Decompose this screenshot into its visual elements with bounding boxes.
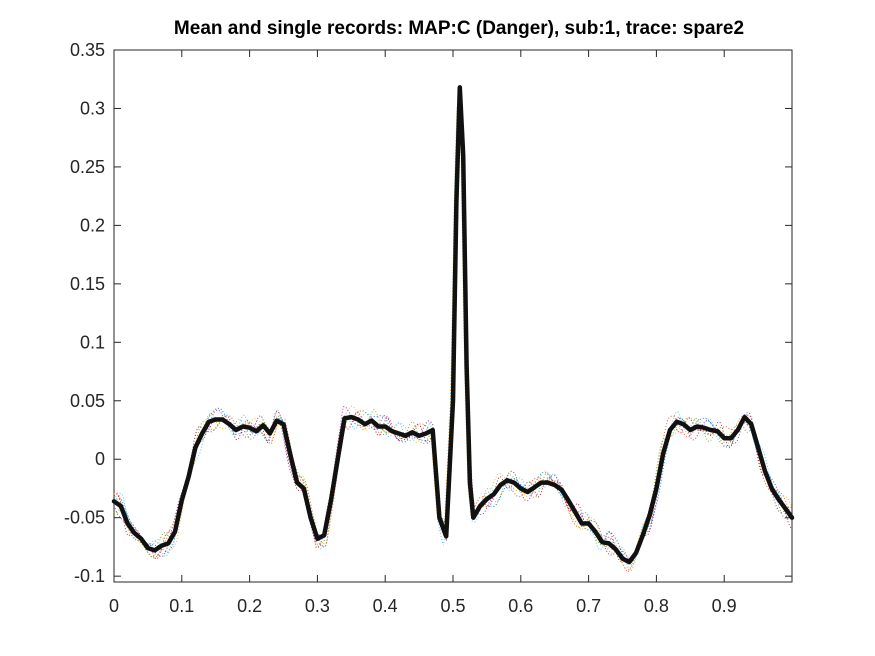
x-tick-label: 0.9: [712, 596, 737, 616]
y-axis: -0.1 -0.05 0 0.05 0.1 0.15 0.2 0.25 0.3 0.35: [64, 40, 792, 586]
single-record-trace: [113, 101, 793, 570]
y-tick-label: 0.3: [80, 98, 105, 118]
x-tick-label: 0.3: [305, 596, 330, 616]
mean-trace-layer: [111, 85, 795, 565]
x-tick-label: 0.6: [508, 596, 533, 616]
x-tick-label: 0.4: [373, 596, 398, 616]
y-tick-label: 0.35: [70, 40, 105, 60]
y-tick-label: 0: [95, 449, 105, 469]
x-tick-label: 0.5: [440, 596, 465, 616]
y-tick-label: 0.05: [70, 391, 105, 411]
y-tick-label: -0.1: [74, 566, 105, 586]
x-tick-label: 0: [109, 596, 119, 616]
y-tick-label: -0.05: [64, 508, 105, 528]
x-tick-label: 0.2: [237, 596, 262, 616]
y-tick-label: 0.15: [70, 274, 105, 294]
y-tick-label: 0.25: [70, 157, 105, 177]
chart-title: Mean and single records: MAP:C (Danger),…: [173, 18, 745, 39]
x-axis: 0 0.1 0.2 0.3 0.4 0.5 0.6 0.7 0.8 0.9: [109, 50, 737, 616]
y-tick-label: 0.2: [80, 215, 105, 235]
x-tick-label: 0.1: [169, 596, 194, 616]
y-tick-label: 0.1: [80, 332, 105, 352]
x-tick-label: 0.7: [576, 596, 601, 616]
mean-trace: [111, 85, 795, 565]
x-tick-label: 0.8: [644, 596, 669, 616]
